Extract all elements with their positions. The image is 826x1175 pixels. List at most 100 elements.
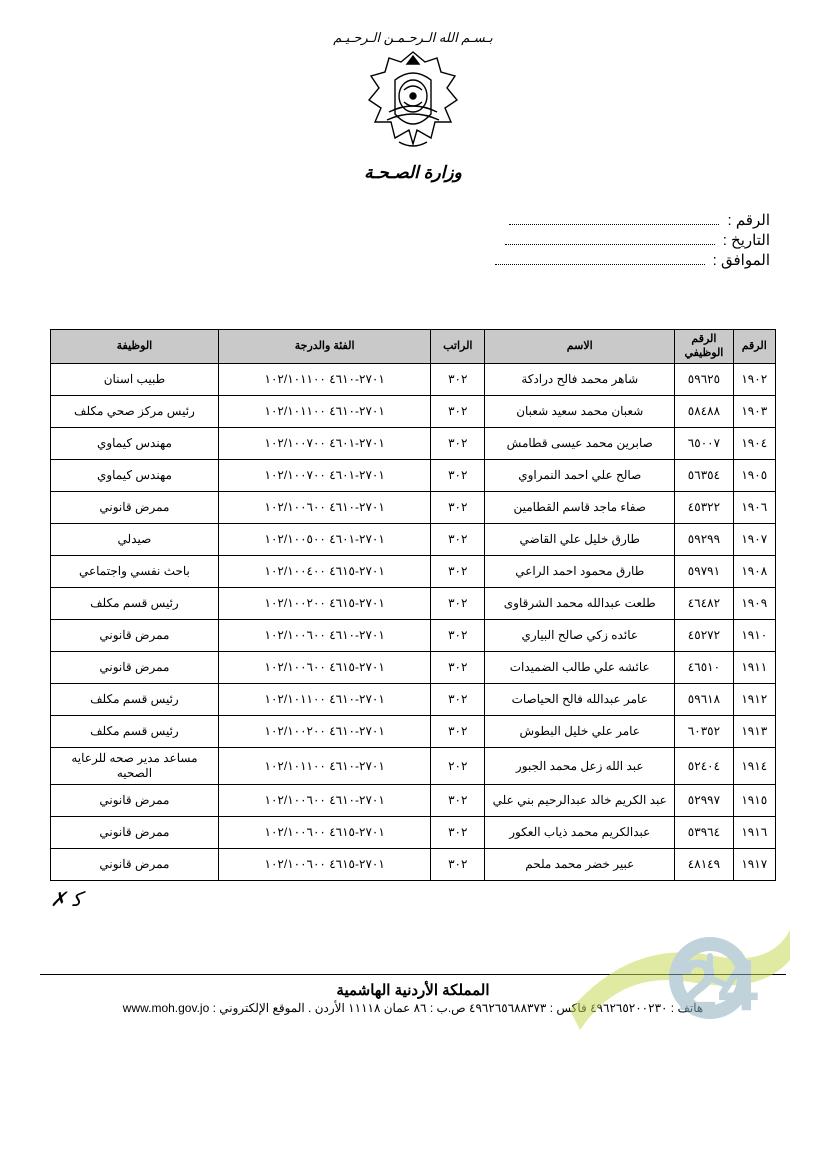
cell-name: عبد الكريم خالد عبدالرحيم بني علي [485, 785, 675, 817]
cell-name: عبير خضر محمد ملحم [485, 849, 675, 881]
cell-job: مهندس كيماوي [51, 460, 219, 492]
table-row: ١٩٠٢٥٩٦٢٥شاهر محمد فالح درادكة٣٠٢٢٧٠١-٤٦… [51, 364, 776, 396]
ref-number-label: الرقم : [727, 211, 770, 229]
cell-id: ٦٥٠٠٧ [675, 428, 733, 460]
cell-code: ٢٧٠١-٤٦٠١ ١٠٢/١٠٠٥٠٠ [218, 524, 431, 556]
cell-seq: ١٩٠٨ [733, 556, 776, 588]
cell-job: ممرض قانوني [51, 492, 219, 524]
cell-code: ٢٧٠١-٤٦١٠ ١٠٢/١٠١١٠٠ [218, 396, 431, 428]
cell-job: ممرض قانوني [51, 817, 219, 849]
hijri-dots [495, 253, 705, 265]
cell-rank: ٣٠٢ [431, 849, 485, 881]
cell-id: ٥٩٧٩١ [675, 556, 733, 588]
cell-code: ٢٧٠١-٤٦١٠ ١٠٢/١٠١١٠٠ [218, 684, 431, 716]
cell-name: شعبان محمد سعيد شعبان [485, 396, 675, 428]
table-header-row: الرقم الرقم الوظيفي الاسم الراتب الفئة و… [51, 330, 776, 364]
cell-job: رئيس قسم مكلف [51, 716, 219, 748]
cell-rank: ٣٠٢ [431, 785, 485, 817]
cell-code: ٢٧٠١-٤٦١٥ ١٠٢/١٠٠٦٠٠ [218, 849, 431, 881]
table-row: ١٩١٧٤٨١٤٩عبير خضر محمد ملحم٣٠٢٢٧٠١-٤٦١٥ … [51, 849, 776, 881]
cell-code: ٢٧٠١-٤٦١٥ ١٠٢/١٠٠٤٠٠ [218, 556, 431, 588]
cell-job: مساعد مدير صحه للرعايه الصحيه [51, 748, 219, 785]
cell-job: ممرض قانوني [51, 849, 219, 881]
signature-initials: ✗ ﮐ [50, 881, 776, 916]
cell-code: ٢٧٠١-٤٦١٠ ١٠٢/١٠٠٦٠٠ [218, 785, 431, 817]
cell-seq: ١٩١٢ [733, 684, 776, 716]
cell-name: طارق محمود احمد الراعي [485, 556, 675, 588]
cell-id: ٥٣٩٦٤ [675, 817, 733, 849]
cell-job: ممرض قانوني [51, 652, 219, 684]
col-id-header: الرقم الوظيفي [675, 330, 733, 364]
cell-code: ٢٧٠١-٤٦٠١ ١٠٢/١٠٠٧٠٠ [218, 460, 431, 492]
cell-seq: ١٩١٠ [733, 620, 776, 652]
col-name-header: الاسم [485, 330, 675, 364]
table-row: ١٩٠٧٥٩٢٩٩طارق خليل علي القاضي٣٠٢٢٧٠١-٤٦٠… [51, 524, 776, 556]
cell-id: ٥٢٤٠٤ [675, 748, 733, 785]
cell-seq: ١٩١٥ [733, 785, 776, 817]
cell-id: ٤٨١٤٩ [675, 849, 733, 881]
cell-rank: ٣٠٢ [431, 620, 485, 652]
cell-code: ٢٧٠١-٤٦١٠ ١٠٢/١٠٠٦٠٠ [218, 620, 431, 652]
cell-name: عائده زكي صالح البياري [485, 620, 675, 652]
table-row: ١٩١٥٥٢٩٩٧عبد الكريم خالد عبدالرحيم بني ع… [51, 785, 776, 817]
cell-seq: ١٩٠٣ [733, 396, 776, 428]
cell-id: ٥٩٢٩٩ [675, 524, 733, 556]
cell-id: ٥٦٣٥٤ [675, 460, 733, 492]
cell-job: مهندس كيماوي [51, 428, 219, 460]
table-row: ١٩١٦٥٣٩٦٤عبدالكريم محمد ذياب العكور٣٠٢٢٧… [51, 817, 776, 849]
date-dots [505, 233, 715, 245]
cell-seq: ١٩٠٥ [733, 460, 776, 492]
cell-rank: ٣٠٢ [431, 588, 485, 620]
cell-job: باحث نفسي واجتماعي [51, 556, 219, 588]
cell-seq: ١٩٠٦ [733, 492, 776, 524]
col-seq-header: الرقم [733, 330, 776, 364]
cell-seq: ١٩٠٧ [733, 524, 776, 556]
table-row: ١٩١٤٥٢٤٠٤عبد الله زعل محمد الجبور٢٠٢٢٧٠١… [51, 748, 776, 785]
cell-id: ٥٩٦٢٥ [675, 364, 733, 396]
cell-rank: ٣٠٢ [431, 460, 485, 492]
cell-name: صفاء ماجد قاسم القطامين [485, 492, 675, 524]
employees-table: الرقم الرقم الوظيفي الاسم الراتب الفئة و… [50, 329, 776, 881]
cell-code: ٢٧٠١-٤٦١٠ ١٠٢/١٠٠٦٠٠ [218, 492, 431, 524]
cell-name: صابرين محمد عيسى قطامش [485, 428, 675, 460]
cell-id: ٦٠٣٥٢ [675, 716, 733, 748]
cell-job: رئيس قسم مكلف [51, 684, 219, 716]
cell-seq: ١٩٠٤ [733, 428, 776, 460]
cell-seq: ١٩١٧ [733, 849, 776, 881]
table-row: ١٩٠٥٥٦٣٥٤صالح علي احمد النمراوي٣٠٢٢٧٠١-٤… [51, 460, 776, 492]
hijri-label: الموافق : [713, 251, 770, 269]
date-label: التاريخ : [723, 231, 770, 249]
kingdom-title: المملكة الأردنية الهاشمية [0, 981, 826, 999]
cell-id: ٥٢٩٩٧ [675, 785, 733, 817]
ministry-title: وزارة الصـحـة [50, 163, 776, 183]
cell-id: ٤٥٢٧٢ [675, 620, 733, 652]
table-row: ١٩١١٤٦٥١٠عائشه علي طالب الضميدات٣٠٢٢٧٠١-… [51, 652, 776, 684]
table-row: ١٩٠٨٥٩٧٩١طارق محمود احمد الراعي٣٠٢٢٧٠١-٤… [51, 556, 776, 588]
cell-code: ٢٧٠١-٤٦١٠ ١٠٢/١٠١١٠٠ [218, 748, 431, 785]
cell-rank: ٣٠٢ [431, 492, 485, 524]
cell-seq: ١٩٠٩ [733, 588, 776, 620]
cell-rank: ٣٠٢ [431, 396, 485, 428]
table-row: ١٩٠٦٤٥٣٢٢صفاء ماجد قاسم القطامين٣٠٢٢٧٠١-… [51, 492, 776, 524]
footer-separator [40, 974, 786, 975]
col-code-header: الفئة والدرجة [218, 330, 431, 364]
table-row: ١٩٠٣٥٨٤٨٨شعبان محمد سعيد شعبان٣٠٢٢٧٠١-٤٦… [51, 396, 776, 428]
cell-job: رئيس قسم مكلف [51, 588, 219, 620]
cell-job: طبيب اسنان [51, 364, 219, 396]
cell-name: طارق خليل علي القاضي [485, 524, 675, 556]
cell-name: شاهر محمد فالح درادكة [485, 364, 675, 396]
cell-seq: ١٩١١ [733, 652, 776, 684]
cell-name: طلعت عبدالله محمد الشرقاوى [485, 588, 675, 620]
cell-id: ٥٩٦١٨ [675, 684, 733, 716]
cell-job: رئيس مركز صحي مكلف [51, 396, 219, 428]
cell-name: عبدالكريم محمد ذياب العكور [485, 817, 675, 849]
cell-code: ٢٧٠١-٤٦١٥ ١٠٢/١٠٠٢٠٠ [218, 588, 431, 620]
cell-rank: ٣٠٢ [431, 652, 485, 684]
cell-rank: ٣٠٢ [431, 684, 485, 716]
cell-seq: ١٩٠٢ [733, 364, 776, 396]
cell-id: ٤٦٤٨٢ [675, 588, 733, 620]
col-rank-header: الراتب [431, 330, 485, 364]
footer-contact-text: هاتف : ٤٩٦٢٦٥٢٠٠٢٣٠ فاكس : ٤٩٦٢٦٥٦٨٨٣٧٣ … [213, 1001, 704, 1015]
cell-code: ٢٧٠١-٤٦١٠ ١٠٢/١٠١١٠٠ [218, 364, 431, 396]
cell-rank: ٣٠٢ [431, 364, 485, 396]
